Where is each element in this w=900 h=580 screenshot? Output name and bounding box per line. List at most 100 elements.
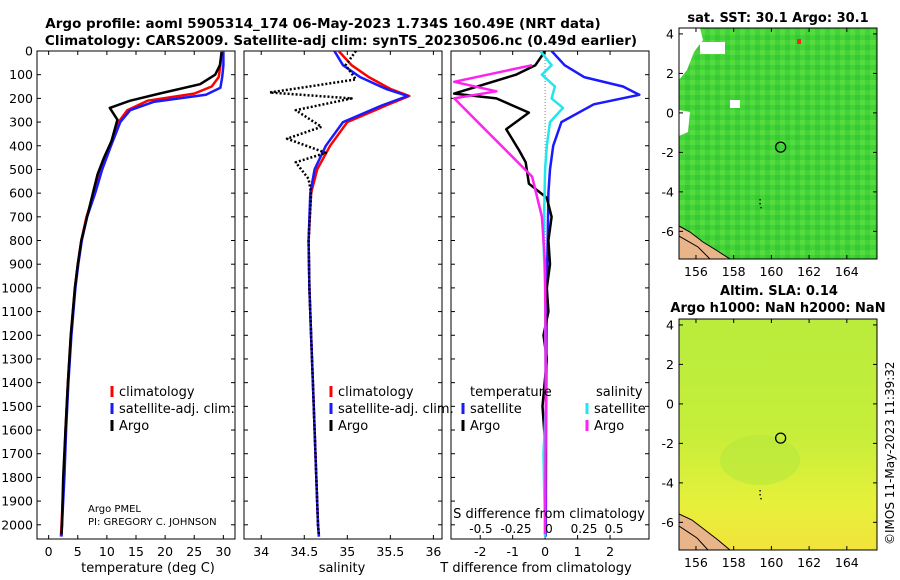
series-group bbox=[59, 51, 225, 537]
coastline bbox=[679, 235, 711, 259]
map-y-tick-label: -6 bbox=[662, 515, 675, 530]
map-x-tick-label: 158 bbox=[722, 264, 746, 279]
figure-title-line1: Argo profile: aoml 5905314_174 06-May-20… bbox=[45, 16, 600, 32]
s-tick: 0.25 bbox=[571, 522, 598, 536]
legend-t-satellite: satellite bbox=[470, 402, 522, 417]
map-x-tick-label: 156 bbox=[684, 555, 708, 570]
map-x-tick-label: 164 bbox=[835, 555, 859, 570]
credit-line2: PI: GREGORY C. JOHNSON bbox=[88, 517, 217, 528]
legend-s-argo: Argo bbox=[594, 419, 624, 434]
map-y-tick-label: -6 bbox=[662, 224, 675, 239]
x-tick-label: 34.5 bbox=[290, 544, 318, 559]
imos-stamp: ©IMOS 11-May-2023 11:39:32 bbox=[883, 361, 897, 545]
depth-tick-label: 800 bbox=[9, 233, 33, 248]
series-line-salinity-argo bbox=[452, 63, 548, 535]
series-line-argo bbox=[60, 52, 223, 535]
x-tick-label: 10 bbox=[99, 544, 115, 559]
depth-tick-label: 700 bbox=[9, 209, 33, 224]
float-location-marker bbox=[774, 432, 787, 444]
map-y-tick-label: -4 bbox=[662, 475, 675, 490]
map-x-tick-label: 162 bbox=[797, 555, 821, 570]
x-tick-label: 34 bbox=[253, 544, 269, 559]
trajectory-dot bbox=[759, 493, 761, 496]
map-x-tick-label: 158 bbox=[722, 555, 746, 570]
depth-tick-label: 400 bbox=[9, 138, 33, 153]
x-tick-label: 36 bbox=[425, 544, 441, 559]
depth-tick-label: 1500 bbox=[1, 399, 33, 414]
map-x-tick-label: 156 bbox=[684, 264, 708, 279]
trajectory-dot bbox=[760, 497, 762, 500]
map-x-tick-label: 164 bbox=[835, 264, 859, 279]
sla-map-title-line2: Argo h1000: NaN h2000: NaN bbox=[670, 301, 885, 316]
series-line-argo bbox=[268, 51, 358, 535]
credit-line1: Argo PMEL bbox=[88, 504, 141, 515]
difference-panel bbox=[450, 50, 650, 540]
depth-tick-label: 1400 bbox=[1, 375, 33, 390]
series-group bbox=[268, 51, 411, 537]
sst-missing-data bbox=[679, 110, 690, 136]
sal-legend-argo: Argo bbox=[338, 419, 368, 434]
depth-tick-label: 1100 bbox=[1, 304, 33, 319]
x-tick-label: 25 bbox=[186, 544, 202, 559]
temperature-panel bbox=[36, 50, 236, 540]
map-y-tick-label: 2 bbox=[666, 66, 674, 81]
sst-map-frame bbox=[678, 27, 878, 260]
depth-tick-label: 200 bbox=[9, 91, 33, 106]
difference-plot: -2 -1 0 1 2 bbox=[451, 50, 649, 559]
sst-map-title: sat. SST: 30.1 Argo: 30.1 bbox=[687, 11, 868, 26]
temperature-plot: 0100200300400500600700800900100011001200… bbox=[1, 44, 235, 559]
series-group bbox=[452, 51, 641, 537]
depth-tick-label: 1900 bbox=[1, 494, 33, 509]
s-difference-label: S difference from climatology bbox=[453, 507, 645, 522]
sla-map-title-line1: Altim. SLA: 0.14 bbox=[720, 284, 838, 299]
depth-tick-label: 1600 bbox=[1, 423, 33, 438]
x-tick-label: 0 bbox=[541, 544, 549, 559]
sst-map-axes: 156 158 160 162 164 4 2 0 -2 -4 -6 bbox=[662, 26, 877, 279]
map-y-tick-label: 4 bbox=[666, 317, 674, 332]
sst-missing-data bbox=[679, 28, 703, 80]
trajectory-dot bbox=[760, 206, 762, 209]
legend-salinity-heading: salinity bbox=[596, 385, 643, 400]
depth-tick-label: 1200 bbox=[1, 328, 33, 343]
sst-hot-pixel bbox=[797, 39, 801, 44]
x-tick-label: -1 bbox=[506, 544, 518, 559]
map-y-tick-label: 0 bbox=[666, 105, 674, 120]
sal-legend-satellite: satellite-adj. clim. bbox=[338, 402, 454, 417]
x-tick-label: 20 bbox=[157, 544, 173, 559]
sla-anomaly bbox=[720, 435, 800, 485]
s-difference-ticks: -0.5 -0.25 0 0.25 0.5 bbox=[469, 522, 623, 536]
depth-tick-label: 0 bbox=[25, 44, 33, 59]
x-tick-label: 1 bbox=[574, 544, 582, 559]
temperature-legend: climatology satellite-adj. clim. Argo bbox=[110, 385, 235, 434]
coastline-land bbox=[679, 225, 731, 259]
depth-tick-label: 1300 bbox=[1, 351, 33, 366]
x-tick-label: 0 bbox=[45, 544, 53, 559]
legend-temperature-heading: temperature bbox=[470, 385, 552, 400]
coastline bbox=[679, 525, 709, 550]
salinity-xlabel: salinity bbox=[319, 561, 366, 576]
s-tick: -0.25 bbox=[500, 522, 531, 536]
depth-tick-label: 300 bbox=[9, 115, 33, 130]
salinity-plot: 34 34.5 35 35.5 36 bbox=[244, 50, 442, 559]
depth-tick-label: 500 bbox=[9, 162, 33, 177]
depth-tick-label: 2000 bbox=[1, 517, 33, 532]
depth-tick-label: 900 bbox=[9, 257, 33, 272]
difference-xlabel: T difference from climatology bbox=[439, 561, 632, 576]
temperature-xlabel: temperature (deg C) bbox=[81, 561, 215, 576]
s-tick: 0 bbox=[545, 522, 553, 536]
sla-map-frame bbox=[678, 318, 878, 551]
sal-legend-climatology: climatology bbox=[338, 385, 414, 400]
s-tick: 0.5 bbox=[604, 522, 623, 536]
salinity-panel bbox=[243, 50, 443, 540]
legend-satellite: satellite-adj. clim. bbox=[119, 402, 235, 417]
depth-tick-label: 1000 bbox=[1, 280, 33, 295]
map-y-tick-label: -2 bbox=[662, 145, 674, 160]
coastline-land bbox=[679, 513, 731, 550]
depth-tick-label: 600 bbox=[9, 186, 33, 201]
map-y-tick-label: 0 bbox=[666, 396, 674, 411]
trajectory-dot bbox=[759, 198, 761, 201]
s-tick: -0.5 bbox=[469, 522, 492, 536]
depth-tick-label: 100 bbox=[9, 67, 33, 82]
trajectory-dot bbox=[759, 202, 761, 205]
